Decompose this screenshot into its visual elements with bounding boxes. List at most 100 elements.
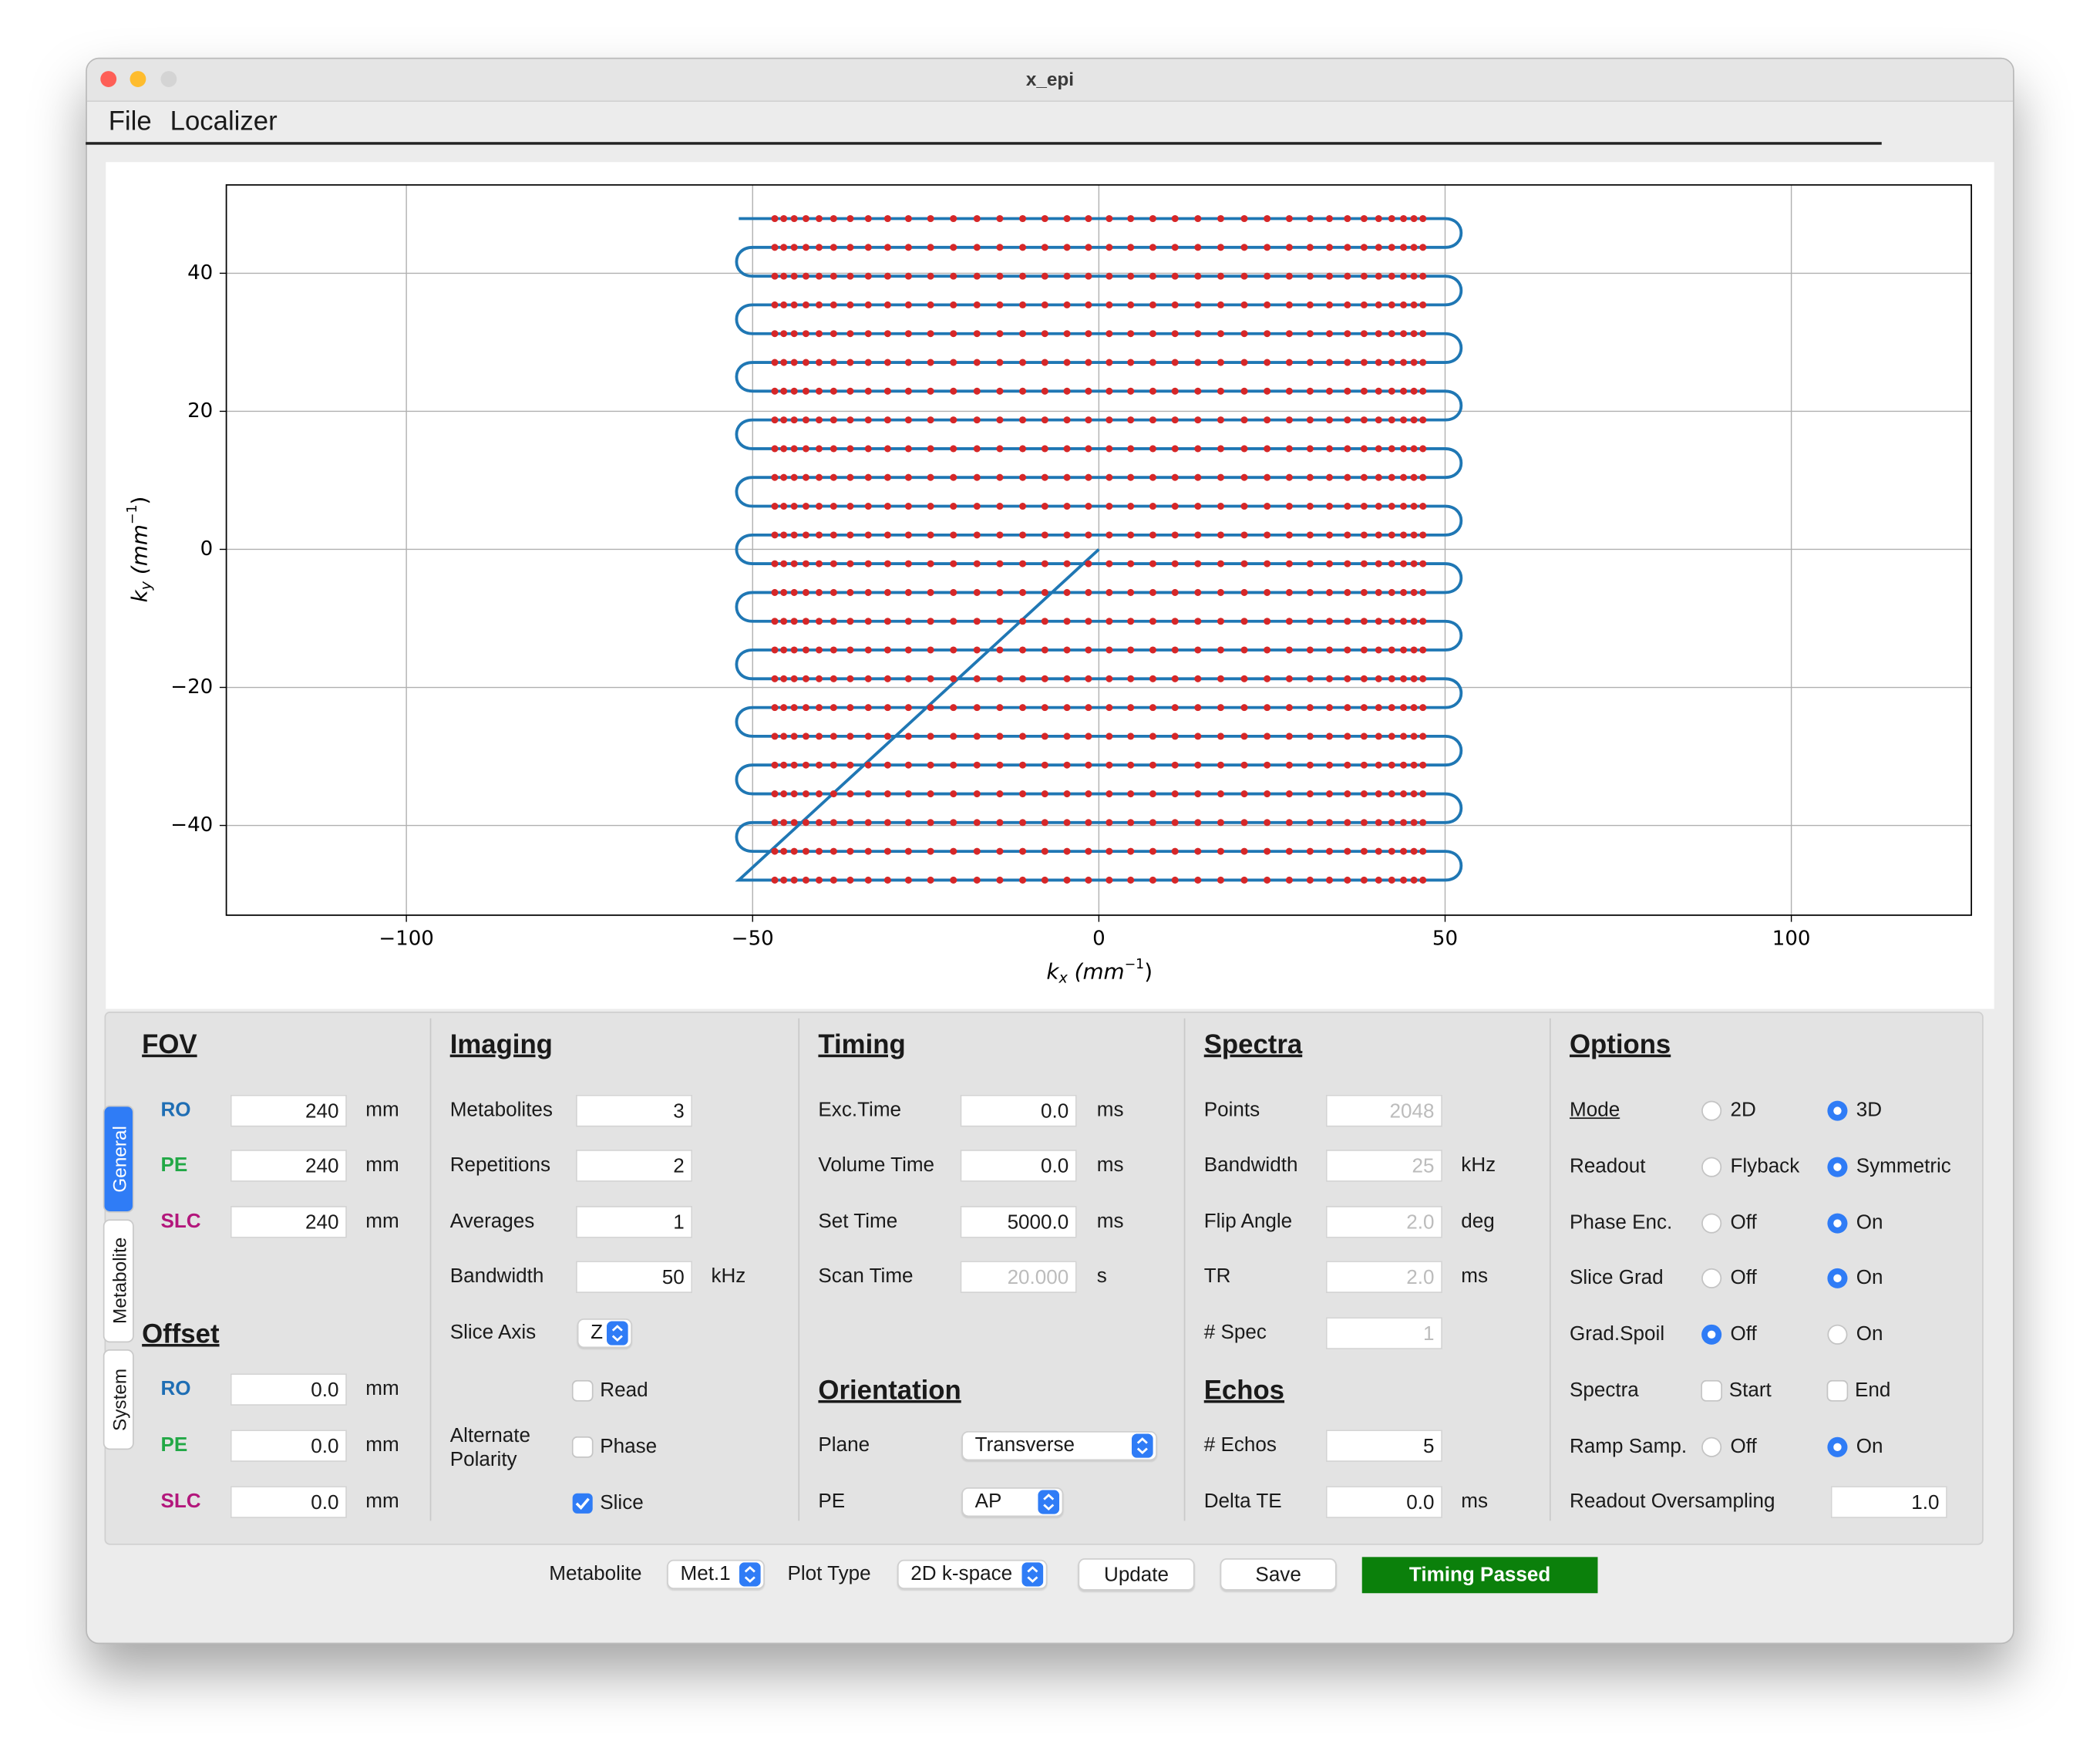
sample-point <box>1149 732 1156 740</box>
radio-button[interactable] <box>1827 1324 1849 1345</box>
sample-point <box>802 618 809 625</box>
text-field[interactable]: 0.0 <box>230 1486 347 1518</box>
sample-point <box>1325 330 1334 338</box>
text-field[interactable]: 240 <box>230 1206 347 1238</box>
dropdown[interactable]: Z <box>577 1318 632 1349</box>
text-field[interactable]: 0.0 <box>230 1373 347 1406</box>
icon <box>1827 1436 1848 1457</box>
text-field[interactable]: 1 <box>1325 1317 1442 1349</box>
text-field[interactable]: 2.0 <box>1325 1206 1442 1238</box>
sample-point <box>883 244 891 251</box>
sample-point <box>927 531 934 539</box>
sample-point <box>973 359 981 366</box>
radio-button[interactable] <box>1827 1268 1849 1289</box>
sample-point <box>1041 588 1048 596</box>
sample-point <box>846 704 854 712</box>
sample-point <box>1264 646 1271 654</box>
radio-button[interactable] <box>1701 1213 1722 1234</box>
dropdown[interactable]: 2D k-space <box>897 1559 1048 1590</box>
button[interactable]: Save <box>1220 1558 1337 1591</box>
button[interactable]: Update <box>1078 1558 1195 1591</box>
text-field[interactable]: 2048 <box>1325 1094 1442 1127</box>
sample-point <box>802 761 809 769</box>
text-field[interactable]: 0.0 <box>230 1430 347 1462</box>
sample-point <box>1063 272 1071 280</box>
text-field[interactable]: 5000.0 <box>960 1206 1077 1238</box>
sample-point <box>1344 646 1351 654</box>
text-field[interactable]: 20.000 <box>960 1261 1077 1293</box>
sample-point <box>864 416 872 424</box>
text-field[interactable]: 240 <box>230 1094 347 1127</box>
sample-point <box>830 704 837 712</box>
text-field[interactable]: 240 <box>230 1150 347 1182</box>
minimize-button[interactable] <box>130 71 146 87</box>
dropdown[interactable]: Met.1 <box>667 1559 765 1590</box>
text-field[interactable]: 1 <box>575 1206 693 1238</box>
text-field[interactable]: 25 <box>1325 1150 1442 1182</box>
text-field[interactable]: 0.0 <box>960 1150 1077 1182</box>
tab[interactable]: System <box>103 1349 134 1450</box>
radio-button[interactable] <box>1827 1213 1849 1234</box>
sample-point <box>790 704 798 712</box>
sample-point <box>1085 790 1092 798</box>
sample-point <box>1306 445 1314 453</box>
radio-button[interactable] <box>1701 1268 1722 1289</box>
tab[interactable]: General <box>103 1105 134 1213</box>
radio-button[interactable] <box>1827 1100 1849 1122</box>
sample-point <box>864 272 872 280</box>
checkbox[interactable] <box>1826 1379 1849 1402</box>
radio-button[interactable] <box>1827 1436 1849 1458</box>
radio-button[interactable] <box>1701 1324 1722 1345</box>
sample-point <box>771 847 779 855</box>
sample-point <box>1085 531 1092 539</box>
checkbox[interactable] <box>1701 1379 1723 1402</box>
radio-button[interactable] <box>1827 1157 1849 1178</box>
text-field[interactable]: 5 <box>1325 1430 1442 1462</box>
text-field[interactable]: 2.0 <box>1325 1261 1442 1293</box>
sample-point <box>1127 503 1135 510</box>
sample-point <box>1217 244 1224 251</box>
field-label: Readout Oversampling <box>1569 1490 1775 1513</box>
text-field[interactable]: 2 <box>575 1150 693 1182</box>
sample-point <box>1285 214 1293 223</box>
dropdown[interactable]: Transverse <box>961 1430 1157 1461</box>
sample-point <box>1375 445 1382 453</box>
sample-point <box>950 819 957 827</box>
sample-point <box>950 359 957 366</box>
sample-point <box>1264 359 1271 366</box>
sample-point <box>790 473 798 481</box>
text-field[interactable]: 50 <box>575 1261 693 1293</box>
menu-item[interactable]: Localizer <box>170 107 278 137</box>
sample-point <box>1360 876 1368 884</box>
sample-point <box>1041 819 1048 827</box>
y-tick-label: 40 <box>187 261 213 285</box>
sample-point <box>1410 560 1418 567</box>
sample-point <box>1041 761 1048 769</box>
sample-point <box>802 473 809 481</box>
text-field[interactable]: 3 <box>575 1094 693 1127</box>
sample-point <box>1325 675 1334 682</box>
close-button[interactable] <box>100 71 117 87</box>
text-field[interactable]: 0.0 <box>960 1094 1077 1127</box>
radio-button[interactable] <box>1701 1157 1722 1178</box>
text-field[interactable]: 0.0 <box>1325 1486 1442 1518</box>
tab[interactable]: Metabolite <box>103 1219 134 1343</box>
sample-point <box>1194 876 1202 884</box>
sample-point <box>1085 445 1092 453</box>
checkbox[interactable] <box>572 1493 594 1514</box>
zoom-button[interactable] <box>160 71 177 87</box>
sample-point <box>1375 618 1382 625</box>
sample-point <box>883 359 891 366</box>
sample-point <box>883 416 891 424</box>
unit-label: ms <box>1096 1098 1124 1122</box>
text-field[interactable]: 1.0 <box>1830 1486 1947 1518</box>
sample-point <box>1019 847 1027 855</box>
menu-item[interactable]: File <box>108 107 152 137</box>
sample-point <box>1419 761 1427 769</box>
checkbox[interactable] <box>571 1436 594 1458</box>
radio-button[interactable] <box>1701 1100 1722 1122</box>
dropdown[interactable]: AP <box>961 1487 1064 1517</box>
sample-point <box>1419 588 1427 596</box>
radio-button[interactable] <box>1701 1436 1722 1458</box>
checkbox[interactable] <box>571 1379 594 1402</box>
